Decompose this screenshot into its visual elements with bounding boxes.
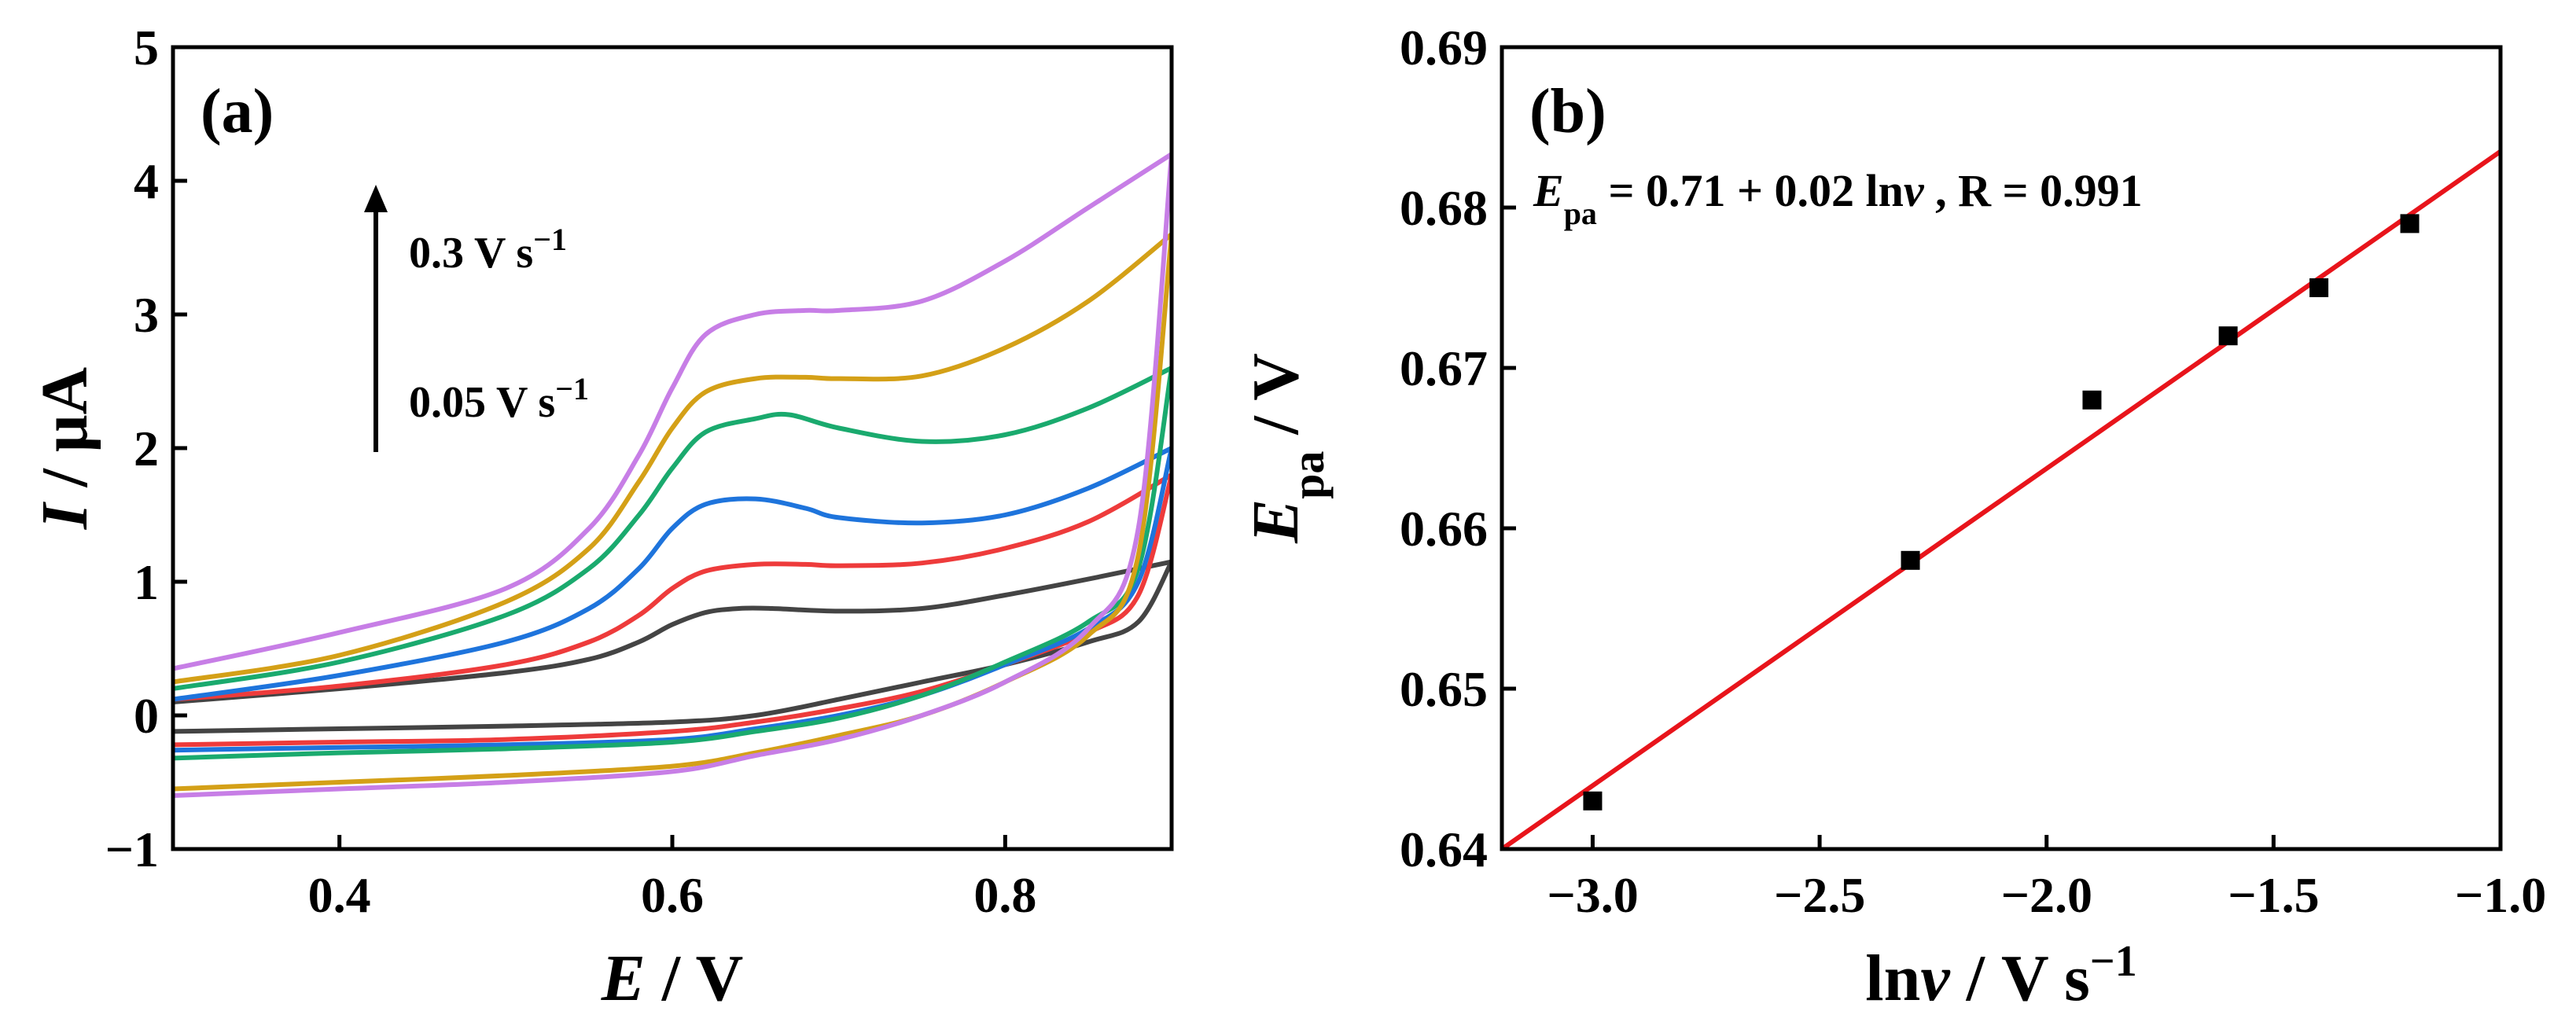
y-tick-label-b: 0.64 [1400,822,1488,877]
x-tick-label-b: −1.0 [2455,867,2546,923]
cv-curves [173,152,1172,798]
cv-curve-reverse [173,561,1172,734]
cv-curve-forward [173,152,1172,671]
cv-curve-forward [173,472,1172,702]
y-axis-b: 0.64 0.65 0.66 0.67 0.68 0.69 [1400,20,1516,877]
x-tick-label-a: 0.4 [308,867,371,923]
fit-line [1502,149,2501,849]
cv-curve-forward [173,366,1172,691]
y-tick-label-a: 3 [134,287,159,343]
x-axis-a: 0.4 0.6 0.8 [308,835,1036,923]
y-axis-a: −1 0 1 2 3 4 5 [105,20,187,877]
plot-frame-b [1500,45,2503,851]
x-axis-label-b: lnν / V s−1 [1865,937,2136,1015]
cv-curve-forward [173,232,1172,685]
y-tick-label-a: 5 [134,20,159,75]
y-tick-label-a: 2 [134,421,159,476]
y-tick-label-b: 0.65 [1400,661,1488,717]
data-point [2309,278,2329,297]
cv-curve-forward [173,559,1172,704]
x-tick-label-b: −2.0 [2000,867,2092,923]
cv-curve-reverse [173,233,1172,792]
cv-curve-reverse [173,367,1172,761]
x-axis-b: −3.0 −2.5 −2.0 −1.5 −1.0 [1547,835,2546,923]
x-tick-label-b: −1.5 [2228,867,2319,923]
panel-b: 0.64 0.65 0.66 0.67 0.68 0.69 −3.0 −2.5 −2.0 −1.… [1239,20,2546,1015]
fit-equation: Epa = 0.71 + 0.02 lnν , R = 0.991 [1533,165,2143,231]
data-point [1583,791,1603,811]
rate-label-high: 0.3 V s−1 [409,222,567,278]
cv-curve-reverse [173,153,1172,798]
data-point [2082,390,2102,410]
y-tick-label-b: 0.68 [1400,180,1488,236]
y-axis-label-a: I / μA [28,367,101,531]
data-point [2218,326,2238,346]
arrow-head-icon [364,185,388,212]
panel-label-b: (b) [1529,77,1606,146]
y-tick-label-a: −1 [105,822,159,877]
x-tick-label-b: −2.5 [1774,867,1865,923]
y-tick-label-a: 4 [134,153,159,209]
cv-curve-reverse [173,447,1172,753]
data-points [1583,214,2420,811]
data-point [1901,550,1920,570]
y-tick-label-a: 0 [134,688,159,744]
linear-fit-line [1502,149,2501,849]
data-point [2400,214,2420,233]
cv-curve-reverse [173,474,1172,748]
x-tick-label-a: 0.8 [973,867,1036,923]
cv-curve-forward [173,446,1172,702]
y-tick-label-b: 0.67 [1400,340,1488,396]
x-tick-label-b: −3.0 [1547,867,1638,923]
panel-label-a: (a) [201,77,274,146]
y-tick-label-a: 1 [134,554,159,610]
y-axis-label-b: Epa / V [1239,353,1334,544]
panel-a: −1 0 1 2 3 4 5 0.4 0.6 0.8 (a) 0.3 V s−1 0.05 V … [28,20,1174,1015]
rate-label-low: 0.05 V s−1 [409,371,589,428]
y-tick-label-b: 0.69 [1400,20,1488,75]
y-tick-label-b: 0.66 [1400,501,1488,557]
x-tick-label-a: 0.6 [641,867,704,923]
x-axis-label-a: E / V [601,942,744,1015]
